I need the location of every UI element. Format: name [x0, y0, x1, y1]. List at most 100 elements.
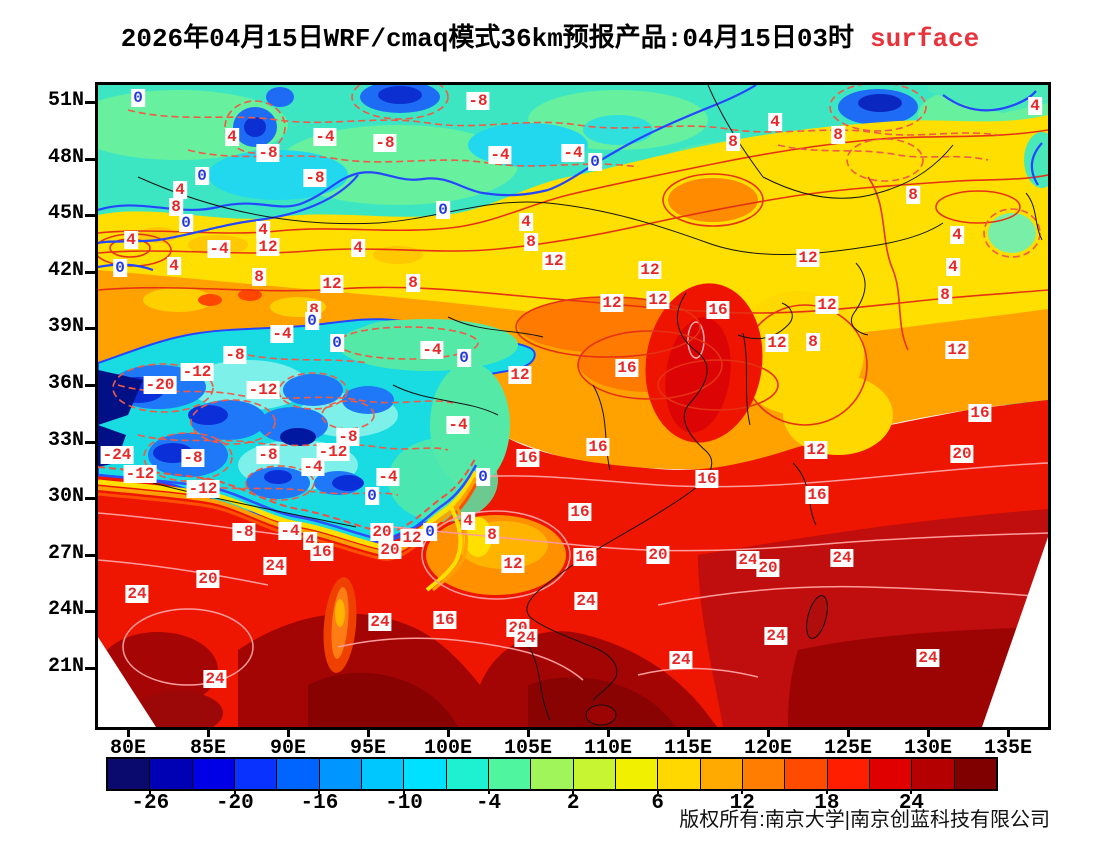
colorbar-tick	[572, 789, 575, 794]
contour-label: 12	[945, 341, 969, 359]
contour-label: 16	[310, 543, 334, 561]
lon-tick	[447, 728, 450, 737]
colorbar-cell	[658, 759, 701, 789]
colorbar-tick	[233, 789, 236, 794]
contour-label: 24	[764, 627, 788, 645]
contour-label: 4	[351, 239, 365, 257]
contour-label: 16	[695, 470, 719, 488]
contour-label: -4	[207, 240, 231, 258]
contour-label: -8	[256, 144, 280, 162]
contour-label: 0	[476, 468, 490, 486]
contour-label: -8	[181, 449, 205, 467]
contour-label: 16	[968, 404, 992, 422]
colorbar-cell	[277, 759, 320, 789]
contour-label: 12	[508, 366, 532, 384]
contour-label: 0	[330, 334, 344, 352]
colorbar-tick	[741, 789, 744, 794]
contour-label: 24	[125, 585, 149, 603]
contour-label: 12	[256, 238, 280, 256]
colorbar-label-2: 2	[566, 792, 580, 815]
contour-label: -24	[100, 446, 134, 464]
lat-label-39N: 39N	[47, 315, 84, 339]
contour-label: 16	[706, 301, 730, 319]
contour-label: 0	[179, 214, 193, 232]
contour-label: -4	[420, 341, 444, 359]
lon-tick	[127, 728, 130, 737]
zero-contours	[98, 85, 1043, 272]
contour-label: 16	[516, 449, 540, 467]
temperature-field-map	[98, 85, 1048, 727]
colorbar-cell	[319, 759, 362, 789]
contour-label: 0	[436, 201, 450, 219]
contour-label: 4	[946, 258, 960, 276]
central-east-features	[645, 283, 893, 455]
title-main: 2026年04月15日WRF/cmaq模式36km预报产品:04月15日03时	[120, 24, 855, 54]
contour-label: 0	[195, 167, 209, 185]
lat-tick	[85, 101, 95, 104]
lat-label-24N: 24N	[47, 598, 84, 622]
lat-tick	[85, 270, 95, 274]
lon-label-80E: 80E	[109, 737, 146, 760]
contour-label: 20	[756, 559, 780, 577]
colorbar-cell	[361, 759, 405, 789]
contour-label: 12	[815, 296, 839, 314]
lon-label-125E: 125E	[823, 737, 872, 760]
contour-label: 4	[225, 128, 239, 146]
lon-tick	[367, 728, 370, 737]
contour-label: -4	[313, 128, 337, 146]
contour-label: -4	[561, 144, 585, 162]
lat-label-45N: 45N	[47, 202, 84, 226]
lon-label-85E: 85E	[189, 737, 226, 760]
colorbar-label-18: 18	[814, 792, 840, 815]
contour-label: -8	[373, 134, 397, 152]
contour-label: 4	[768, 113, 782, 131]
colorbar-cell	[531, 759, 574, 789]
contour-label: 8	[806, 333, 820, 351]
colorbar-cell	[234, 759, 278, 789]
lon-tick	[847, 728, 850, 737]
contour-label: 24	[263, 557, 287, 575]
contour-label: -12	[246, 381, 280, 399]
colorbar-cell	[785, 759, 828, 789]
lon-tick	[927, 728, 930, 737]
colorbar-tick	[403, 789, 405, 794]
contour-label: 20	[950, 445, 974, 463]
colorbar-tick	[318, 789, 321, 794]
lon-tick	[207, 728, 210, 737]
contour-label: -8	[232, 523, 256, 541]
contour-label: 8	[938, 286, 952, 304]
contour-label: 24	[574, 592, 598, 610]
lon-label-135E: 135E	[983, 737, 1032, 760]
colorbar-cell	[573, 759, 616, 789]
south-dark-regions	[98, 509, 1048, 727]
contour-label: 0	[365, 487, 379, 505]
colorbar-tick	[149, 789, 152, 794]
lat-tick	[85, 667, 95, 670]
contour-label: -12	[123, 465, 157, 483]
contour-label: 8	[169, 198, 183, 216]
contour-label: 12	[600, 294, 624, 312]
lon-tick	[527, 728, 530, 737]
contour-label: 16	[433, 611, 457, 629]
contour-label: -4	[278, 522, 302, 540]
lat-label-42N: 42N	[47, 258, 84, 282]
contour-label: -8	[336, 428, 360, 446]
contour-label: 12	[542, 252, 566, 270]
lon-label-95E: 95E	[349, 737, 386, 760]
colorbar-cell	[192, 759, 235, 789]
colorbar-cell	[742, 759, 786, 789]
lat-tick	[85, 157, 95, 161]
contour-label: 12	[796, 249, 820, 267]
lon-tick	[1007, 728, 1010, 737]
lat-tick	[85, 384, 95, 387]
lat-tick	[85, 610, 95, 614]
colorbar-tick	[910, 789, 913, 794]
contour-label: 8	[831, 126, 845, 144]
colorbar-cell	[488, 759, 532, 789]
lat-label-27N: 27N	[47, 541, 84, 565]
contour-label: 0	[457, 349, 471, 367]
contour-label: 24	[736, 551, 760, 569]
contour-label: 8	[524, 233, 538, 251]
contour-label: 12	[320, 275, 344, 293]
